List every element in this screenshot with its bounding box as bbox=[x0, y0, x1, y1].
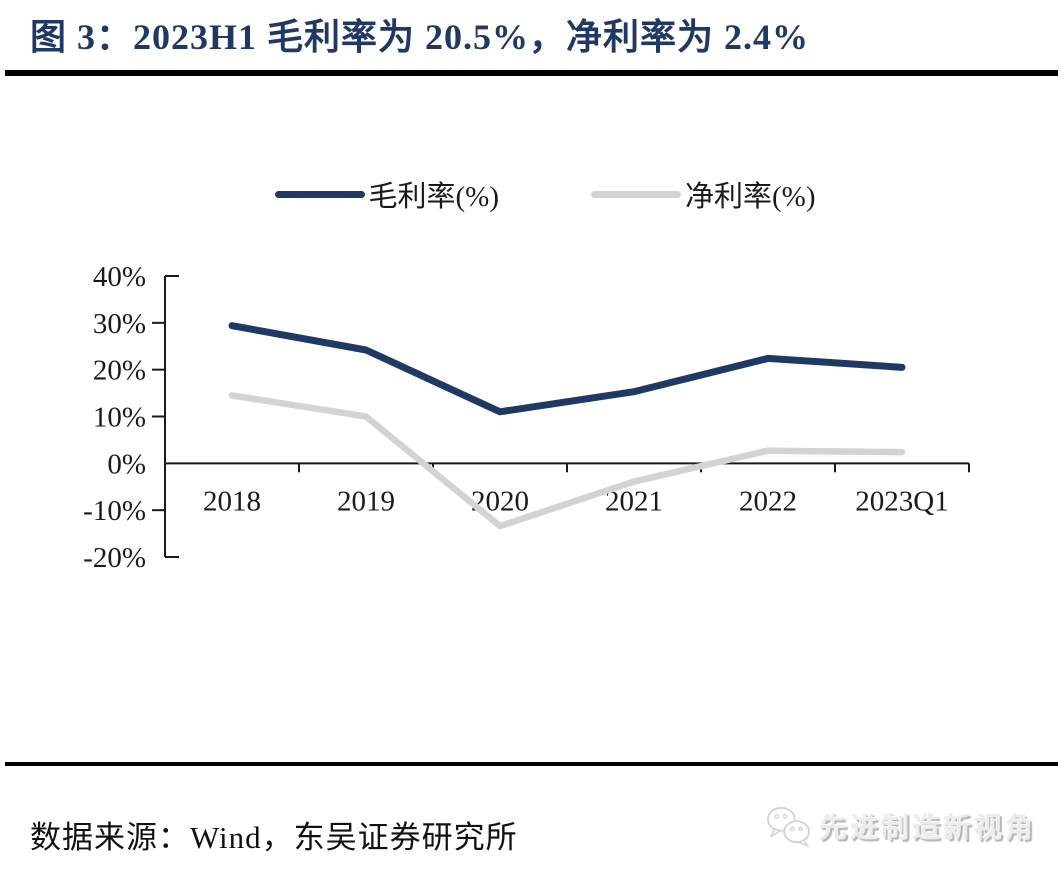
y-tick-label: 20% bbox=[93, 355, 146, 387]
y-tick-label: -10% bbox=[83, 495, 146, 527]
wechat-chat-bubbles-icon bbox=[767, 806, 810, 847]
net-margin-line-swatch bbox=[591, 190, 681, 198]
legend-label-gross-margin: 毛利率(%) bbox=[368, 181, 499, 213]
legend-label-net-margin: 净利率(%) bbox=[685, 181, 816, 213]
x-category-label: 2022 bbox=[739, 485, 797, 517]
y-tick-label: 30% bbox=[93, 308, 146, 340]
wechat-watermark: 先进制造新视角 bbox=[765, 800, 1036, 852]
legend-item-gross-margin: 毛利率(%) bbox=[274, 173, 499, 215]
chart-legend: 毛利率(%) 净利率(%) bbox=[14, 175, 1062, 213]
x-category-label: 2018 bbox=[203, 485, 261, 517]
y-tick-label: 40% bbox=[93, 261, 146, 293]
y-tick-label: 10% bbox=[93, 402, 146, 434]
net-margin-line bbox=[228, 392, 906, 530]
legend-item-net-margin: 净利率(%) bbox=[591, 173, 815, 215]
footer-divider bbox=[5, 762, 1058, 766]
y-tick-label: -20% bbox=[83, 542, 146, 574]
figure-title: 图 3：2023H1 毛利率为 20.5%，净利率为 2.4% bbox=[30, 17, 810, 57]
x-category-label: 2023Q1 bbox=[855, 485, 948, 517]
line-chart-svg: 40%30%20%10%0%-10%-20%2018 2019 2020 2021 20… bbox=[83, 261, 970, 574]
x-category-label: 2019 bbox=[337, 485, 395, 517]
gross-margin-line-swatch bbox=[274, 190, 365, 198]
data-source-text: 数据来源：Wind，东吴证券研究所 bbox=[30, 820, 518, 855]
y-tick-label: 0% bbox=[107, 448, 146, 480]
watermark-text: 先进制造新视角 bbox=[818, 812, 1036, 843]
gross-margin-line bbox=[228, 322, 906, 416]
title-divider bbox=[5, 70, 1058, 76]
